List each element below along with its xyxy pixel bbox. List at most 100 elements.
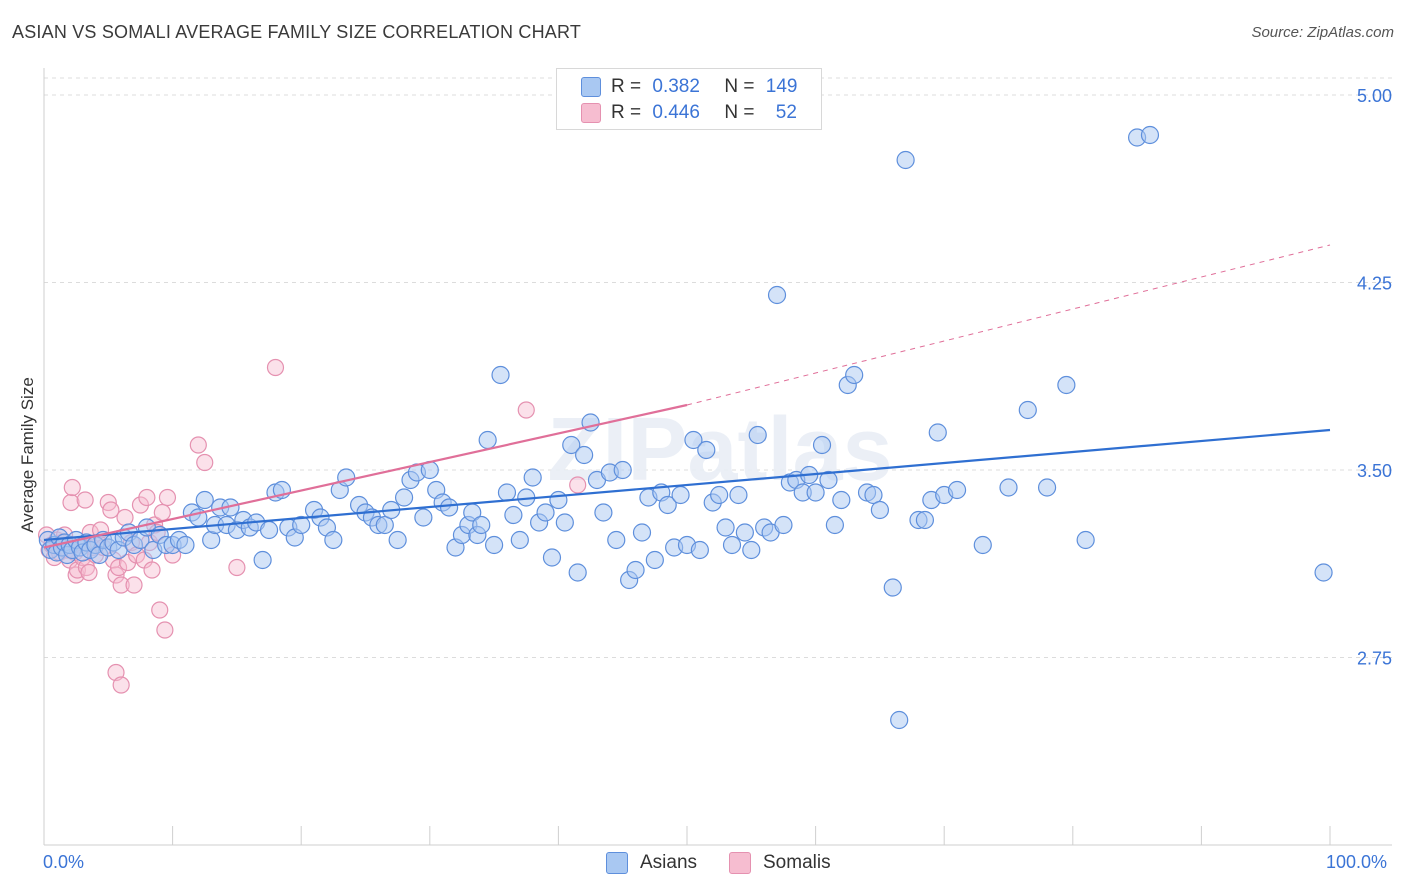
somali-point [158, 488, 177, 507]
asian-point [742, 540, 761, 560]
asian-point [767, 285, 787, 305]
asian-point [915, 510, 935, 530]
legend-n-label: N = [724, 102, 755, 123]
asian-point [825, 515, 844, 535]
asian-point [613, 460, 632, 480]
asian-point [832, 490, 851, 510]
somali-point [196, 453, 214, 472]
asian-points [38, 125, 1333, 730]
y-tick-label: 3.50 [1357, 461, 1392, 481]
legend-n-value: 149 [765, 76, 798, 97]
asian-point [1018, 400, 1037, 420]
legend-r-value: 0.446 [652, 102, 700, 123]
somali-point [125, 576, 143, 594]
x-label-max: 100.0% [1326, 852, 1388, 872]
somali-point [153, 503, 171, 522]
somali-point [138, 488, 156, 507]
somali-point [62, 493, 80, 512]
chart-source: Source: ZipAtlas.com [1251, 24, 1394, 41]
somali-swatch [581, 103, 601, 123]
asian-point [485, 535, 504, 555]
asian-point [819, 470, 838, 490]
legend-n-label: N = [724, 76, 755, 97]
asian-point [812, 435, 832, 455]
asian-point [890, 710, 909, 730]
somali-trend-line [43, 403, 688, 549]
asian-point [1314, 563, 1333, 582]
asian-point [883, 578, 902, 597]
somali-point [266, 358, 285, 377]
asian-point [253, 550, 272, 570]
somali-point [569, 476, 587, 494]
somali-legend-swatch [729, 852, 751, 874]
stats-legend: R = 0.382 N = 149 R = 0.446 N = 52 [556, 68, 822, 130]
asian-point [774, 515, 793, 535]
asian-point [626, 560, 645, 580]
asian-point [202, 530, 221, 550]
asian-point [1140, 125, 1160, 145]
asian-point [735, 523, 754, 542]
asian-swatch [581, 77, 601, 97]
legend-row-somalis: R = 0.446 N = 52 [581, 100, 797, 126]
asian-point [710, 485, 729, 505]
legend-n-value: 52 [775, 102, 797, 123]
asian-point [472, 515, 491, 535]
asian-point [999, 478, 1018, 497]
asian-point [337, 468, 356, 487]
asian-point [697, 440, 716, 460]
chart-title: ASIAN VS SOMALI AVERAGE FAMILY SIZE CORR… [12, 22, 582, 42]
asian-point [645, 550, 664, 570]
somali-point [102, 501, 120, 519]
asian-point [523, 468, 542, 487]
asian-point [632, 523, 652, 542]
asian-point [1076, 530, 1095, 550]
legend-label-asians: Asians [640, 852, 698, 873]
asian-point [729, 485, 748, 505]
asian-point [439, 498, 459, 517]
legend-item-somalis[interactable]: Somalis [729, 852, 831, 874]
asian-point [1057, 375, 1076, 395]
asian-point [292, 515, 311, 535]
somali-point [80, 563, 98, 582]
asian-point [594, 503, 613, 522]
asian-point [684, 430, 703, 450]
asian-point [973, 535, 992, 555]
asian-point [510, 530, 529, 550]
y-tick-label: 2.75 [1357, 649, 1392, 669]
asian-point [806, 483, 825, 502]
ytick-labels: 2.75 3.50 4.25 5.00 [1357, 86, 1392, 669]
bottom-legend: Asians Somalis [0, 852, 1406, 876]
legend-item-asians[interactable]: Asians [606, 852, 697, 874]
somali-point [156, 621, 174, 639]
somali-point [109, 558, 128, 577]
legend-r-label: R = [611, 76, 642, 97]
asian-point [568, 563, 587, 582]
asian-point [542, 548, 562, 567]
asian-point [722, 535, 742, 555]
axis-layer [43, 68, 1392, 846]
asian-point [394, 488, 414, 507]
asian-point [414, 508, 433, 527]
asian-point [1037, 478, 1057, 497]
y-axis-label: Average Family Size [18, 377, 37, 533]
grid-layer [44, 77, 1392, 658]
asian-point [388, 530, 407, 550]
asian-point [497, 483, 517, 502]
legend-row-asians: R = 0.382 N = 149 [581, 74, 797, 100]
asian-point [375, 515, 394, 535]
asian-point [607, 530, 626, 550]
asian-point [845, 365, 864, 385]
asian-point [549, 490, 568, 510]
somali-point [76, 491, 94, 509]
trend-layer [43, 244, 1331, 549]
somali-point [63, 478, 81, 497]
asian-point [690, 540, 709, 560]
x-label-min: 0.0% [43, 852, 85, 872]
asian-point [555, 513, 574, 532]
legend-r-value: 0.382 [652, 76, 700, 97]
asian-point [864, 485, 883, 505]
asian-point [176, 535, 195, 555]
somali-point [151, 601, 169, 619]
asian-point [947, 480, 967, 500]
